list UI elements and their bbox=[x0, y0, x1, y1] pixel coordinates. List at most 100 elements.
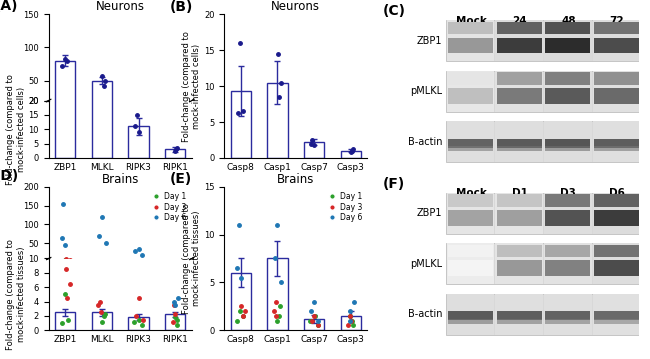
Text: pMLKL: pMLKL bbox=[410, 86, 442, 96]
Bar bbox=[544, 294, 592, 335]
Bar bbox=[594, 319, 639, 323]
Bar bbox=[446, 20, 642, 61]
Bar bbox=[446, 294, 642, 335]
Text: 72: 72 bbox=[610, 15, 624, 25]
Bar bbox=[594, 194, 639, 207]
Y-axis label: Fold-change (compared to
mock-infected tissues): Fold-change (compared to mock-infected t… bbox=[6, 239, 26, 350]
Bar bbox=[545, 311, 590, 320]
Bar bbox=[448, 210, 493, 226]
Bar bbox=[544, 243, 592, 284]
Bar bbox=[447, 243, 494, 284]
Bar bbox=[446, 192, 642, 234]
Bar bbox=[447, 121, 494, 162]
Legend: Day 1, Day 3, Day 6: Day 1, Day 3, Day 6 bbox=[328, 191, 363, 224]
Bar bbox=[545, 38, 590, 53]
Title: Neurons: Neurons bbox=[96, 0, 145, 13]
Legend: Day 1, Day 3, Day 6: Day 1, Day 3, Day 6 bbox=[153, 191, 188, 224]
Text: 24: 24 bbox=[512, 15, 527, 25]
Bar bbox=[448, 245, 493, 257]
Bar bbox=[92, 14, 112, 158]
Y-axis label: Fold-change (compared to
mock-infected cells): Fold-change (compared to mock-infected c… bbox=[182, 31, 202, 141]
Text: Mock: Mock bbox=[456, 188, 487, 198]
Bar bbox=[447, 71, 494, 112]
Bar bbox=[593, 294, 640, 335]
Text: (F): (F) bbox=[383, 177, 405, 191]
Bar bbox=[497, 73, 541, 85]
Bar bbox=[129, 107, 149, 114]
Bar bbox=[165, 314, 185, 330]
Y-axis label: Fold-change (compared to
mock-infected tissues): Fold-change (compared to mock-infected t… bbox=[182, 203, 202, 314]
Title: Neurons: Neurons bbox=[271, 0, 320, 13]
Bar bbox=[92, 261, 112, 262]
Bar bbox=[497, 88, 541, 104]
Bar bbox=[446, 71, 642, 112]
Text: Mock: Mock bbox=[456, 15, 487, 25]
Bar bbox=[495, 121, 543, 162]
Bar bbox=[544, 121, 592, 162]
Bar bbox=[495, 192, 543, 234]
Bar bbox=[495, 71, 543, 112]
Bar bbox=[165, 112, 185, 114]
Bar bbox=[594, 139, 639, 148]
Bar bbox=[448, 139, 493, 148]
Bar bbox=[55, 261, 75, 262]
Bar bbox=[594, 22, 639, 34]
Bar bbox=[231, 273, 251, 330]
Text: (B): (B) bbox=[170, 0, 193, 14]
Bar bbox=[497, 139, 541, 148]
Bar bbox=[495, 243, 543, 284]
Bar bbox=[447, 20, 494, 61]
Bar bbox=[55, 0, 75, 158]
Text: D3: D3 bbox=[560, 188, 577, 198]
Bar bbox=[545, 319, 590, 323]
Bar bbox=[544, 192, 592, 234]
Bar bbox=[594, 73, 639, 85]
Bar bbox=[593, 121, 640, 162]
Bar bbox=[448, 311, 493, 320]
Bar bbox=[545, 73, 590, 85]
Bar bbox=[497, 210, 541, 226]
Text: ZBP1: ZBP1 bbox=[417, 208, 442, 218]
Bar bbox=[593, 243, 640, 284]
Bar bbox=[544, 71, 592, 112]
Bar bbox=[593, 192, 640, 234]
Bar bbox=[267, 258, 287, 330]
Bar bbox=[55, 61, 75, 114]
Bar bbox=[545, 139, 590, 148]
Bar bbox=[448, 261, 493, 276]
Text: 48: 48 bbox=[561, 15, 576, 25]
Bar bbox=[497, 146, 541, 151]
Bar bbox=[447, 192, 494, 234]
Bar bbox=[165, 149, 185, 158]
Bar bbox=[448, 88, 493, 104]
Bar bbox=[304, 142, 324, 158]
Bar bbox=[497, 261, 541, 276]
Bar bbox=[497, 245, 541, 257]
Bar bbox=[495, 20, 543, 61]
Bar bbox=[165, 261, 185, 262]
Text: B-actin: B-actin bbox=[408, 309, 442, 319]
Bar bbox=[448, 38, 493, 53]
Bar bbox=[267, 83, 287, 158]
Bar bbox=[594, 210, 639, 226]
Bar bbox=[341, 151, 361, 158]
Bar bbox=[497, 319, 541, 323]
Text: D6: D6 bbox=[609, 188, 625, 198]
Bar bbox=[545, 146, 590, 151]
Bar bbox=[92, 81, 112, 114]
Bar bbox=[341, 316, 361, 330]
Bar bbox=[497, 311, 541, 320]
Bar bbox=[129, 317, 149, 330]
Bar bbox=[497, 22, 541, 34]
Bar bbox=[594, 261, 639, 276]
Bar bbox=[594, 38, 639, 53]
Bar bbox=[231, 91, 251, 158]
Bar bbox=[545, 22, 590, 34]
Bar bbox=[545, 210, 590, 226]
Bar bbox=[446, 121, 642, 162]
Bar bbox=[594, 146, 639, 151]
Text: pMLKL: pMLKL bbox=[410, 258, 442, 269]
Bar bbox=[448, 319, 493, 323]
Y-axis label: Fold-change (compared to
mock-infected cells): Fold-change (compared to mock-infected c… bbox=[6, 74, 26, 185]
Bar bbox=[447, 294, 494, 335]
